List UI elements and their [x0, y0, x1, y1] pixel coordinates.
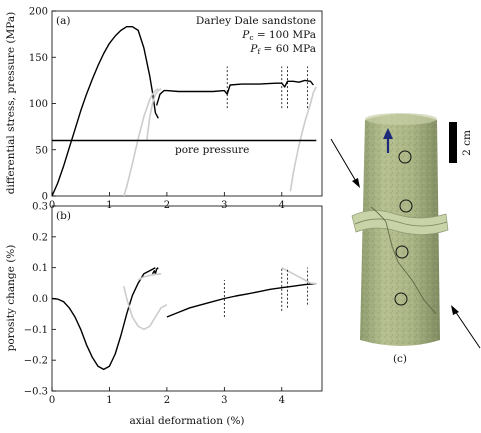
y-tick-label: 0.2: [32, 232, 48, 243]
panel-c-tag: (c): [393, 353, 407, 365]
marker-circle-3: [395, 245, 409, 259]
y-tick-label: 50: [35, 145, 48, 156]
x-tick-label: 1: [106, 200, 112, 211]
x-tick-label: 0: [49, 200, 55, 211]
series-line-1: [155, 79, 314, 106]
panel-a-x-ticks: 0 1 2 3 4: [49, 192, 285, 211]
x-axis-title: axial deformation (%): [129, 415, 244, 427]
y-tick-label: 0.3: [32, 202, 48, 213]
series-line-5: [281, 266, 317, 285]
panel-b-tag: (b): [56, 210, 71, 222]
panel-b-x-ticks: 0 1 2 3 4: [49, 387, 285, 406]
panel-a-y-axis-title: differential stress, pressure (MPa): [5, 12, 17, 194]
marker-circle-2: [399, 199, 413, 213]
panel-b-y-axis-title: porosity change (%): [5, 245, 17, 352]
legend-pc: Pc = 100 MPa: [241, 29, 316, 42]
panel-b-markers: [223, 267, 309, 317]
scale-bar-label: 2 cm: [461, 130, 473, 156]
upper-pointer-head: [352, 178, 360, 188]
panel-a: 0 50 100 150 200 0 1 2 3 4 (a) Darley Dale sands…: [5, 7, 323, 211]
panel-a-series: [51, 26, 318, 197]
y-tick-label: 0.0: [32, 294, 48, 305]
x-tick-label: 2: [164, 200, 170, 211]
y-tick-label: 200: [29, 7, 48, 18]
series-line-0: [51, 26, 159, 197]
y-tick-label: 0: [42, 192, 48, 203]
y-tick-label: 0.1: [32, 263, 48, 274]
legend-pf-sub: f: [257, 47, 261, 56]
series-line-3: [146, 88, 162, 141]
upper-pointer-line: [330, 138, 358, 184]
x-tick-label: 3: [221, 395, 227, 406]
legend-pf-value: = 60 MPa: [260, 43, 316, 55]
legend-pf-symbol: P: [249, 43, 258, 55]
scale-bar: [449, 122, 457, 163]
legend-pc-value: = 100 MPa: [254, 29, 316, 41]
blue-arrow-head: [383, 128, 393, 139]
panel-b: −0.3 −0.2 −0.1 0.0 0.1 0.2 0.3 0 1 2 3 4 (b) poros…: [5, 202, 323, 427]
marker-circle-1: [398, 150, 412, 164]
panel-b-series: [51, 266, 317, 371]
series-line-2: [166, 283, 317, 318]
series-line-2: [123, 88, 159, 197]
y-tick-label: −0.2: [24, 356, 48, 367]
panel-a-y-ticks: 0 50 100 150 200: [29, 7, 56, 203]
panel-a-tag: (a): [56, 15, 70, 27]
legend-pc-symbol: P: [241, 29, 250, 41]
series-line-4: [137, 273, 162, 281]
legend-title: Darley Dale sandstone: [196, 15, 316, 27]
series-line-3: [123, 286, 168, 331]
panel-b-y-ticks: −0.3 −0.2 −0.1 0.0 0.1 0.2 0.3: [24, 202, 56, 398]
jacket-fold: [354, 218, 448, 227]
x-tick-label: 4: [279, 200, 285, 211]
core-top: [365, 113, 437, 125]
y-tick-label: −0.3: [24, 387, 48, 398]
marker-circle-4: [394, 292, 408, 306]
legend-pf: Pf = 60 MPa: [249, 43, 316, 56]
lower-pointer-head: [451, 305, 459, 315]
pore-pressure-label: pore pressure: [175, 144, 249, 156]
lower-pointer-line: [454, 310, 481, 349]
x-tick-label: 3: [221, 200, 227, 211]
x-tick-label: 0: [49, 395, 55, 406]
legend-pc-sub: c: [249, 33, 253, 42]
x-tick-label: 2: [164, 395, 170, 406]
series-line-0: [51, 267, 156, 371]
series-line-4: [289, 86, 318, 192]
x-tick-label: 4: [279, 395, 285, 406]
x-tick-label: 1: [106, 395, 112, 406]
y-tick-label: −0.1: [24, 325, 48, 336]
fracture-line: [370, 206, 437, 315]
core-photo: 2 cm (c): [330, 113, 481, 365]
y-tick-label: 100: [29, 99, 48, 110]
panel-a-markers: [226, 66, 309, 109]
y-tick-label: 150: [29, 53, 48, 64]
